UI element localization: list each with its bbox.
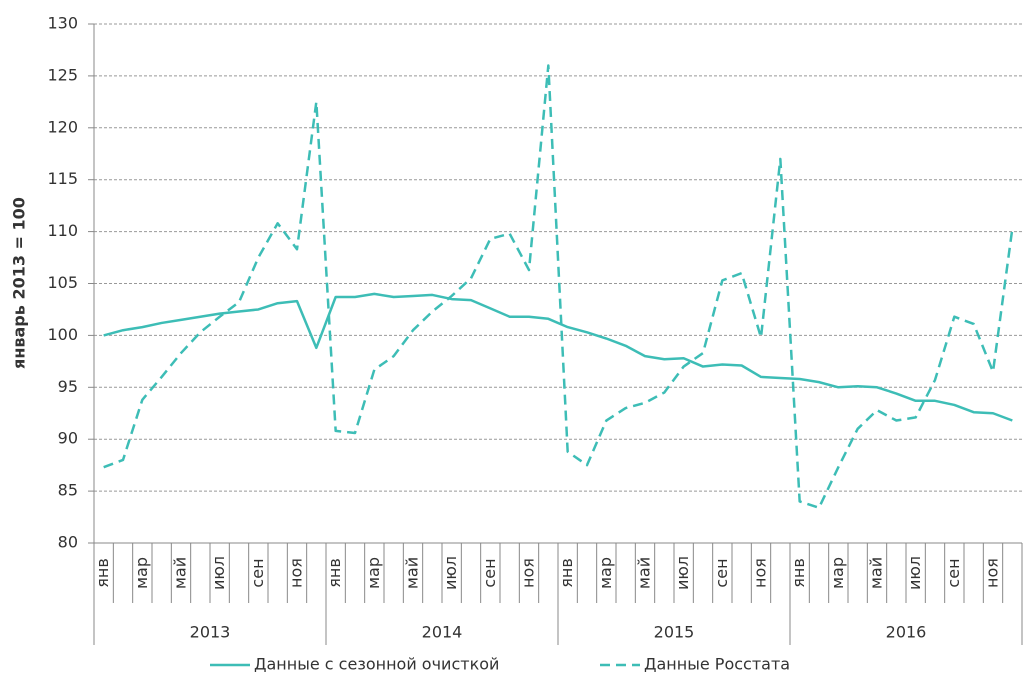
year-label: 2016: [886, 623, 927, 642]
x-tick-label: янв: [557, 558, 576, 588]
x-tick-label: май: [635, 557, 654, 589]
x-tick-label: май: [867, 557, 886, 589]
x-tick-label: мар: [132, 557, 151, 589]
x-tick-label: сен: [712, 558, 731, 587]
x-tick-label: сен: [480, 558, 499, 587]
legend-label: Данные с сезонной очисткой: [254, 655, 499, 674]
series-line: [103, 292, 1013, 422]
x-tick-label: ноя: [983, 558, 1002, 588]
year-label: 2014: [422, 623, 463, 642]
x-tick-label: ноя: [287, 558, 306, 588]
x-tick-label: мар: [828, 557, 847, 589]
legend-label: Данные Росстата: [644, 655, 790, 674]
y-tick-label: 125: [47, 65, 78, 84]
x-tick-label: янв: [93, 558, 112, 588]
x-tick-label: май: [403, 557, 422, 589]
y-tick-label: 110: [47, 221, 78, 240]
y-tick-label: 115: [47, 169, 78, 188]
y-tick-label: 120: [47, 117, 78, 136]
y-tick-label: 85: [58, 481, 78, 500]
x-tick-label: июл: [209, 556, 228, 590]
y-tick-label: 130: [47, 14, 78, 33]
y-tick-label: 105: [47, 273, 78, 292]
series-line: [103, 64, 1014, 509]
x-tick-label: мар: [596, 557, 615, 589]
x-tick-label: ноя: [751, 558, 770, 588]
x-tick-label: сен: [944, 558, 963, 587]
y-tick-label: 100: [47, 325, 78, 344]
x-tick-label: май: [171, 557, 190, 589]
x-tick-label: сен: [248, 558, 267, 587]
x-tick-label: янв: [789, 558, 808, 588]
y-tick-label: 90: [58, 429, 78, 448]
y-tick-label: 95: [58, 377, 78, 396]
x-tick-label: ноя: [519, 558, 538, 588]
x-tick-label: янв: [325, 558, 344, 588]
x-tick-label: июл: [905, 556, 924, 590]
x-tick-label: июл: [441, 556, 460, 590]
x-tick-label: июл: [673, 556, 692, 590]
x-tick-label: мар: [364, 557, 383, 589]
y-axis-label: январь 2013 = 100: [10, 197, 29, 369]
year-label: 2015: [654, 623, 695, 642]
year-label: 2013: [190, 623, 231, 642]
y-tick-label: 80: [58, 533, 78, 552]
